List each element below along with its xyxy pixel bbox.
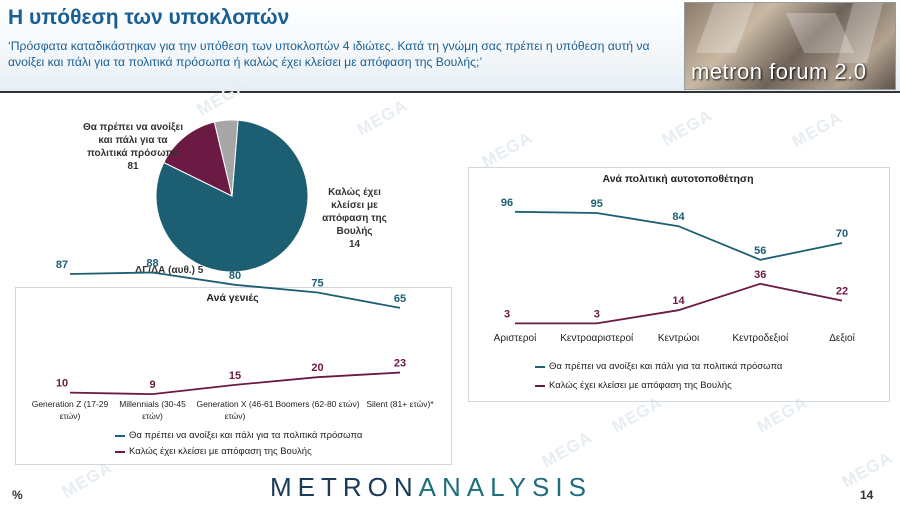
x-tick-label: Silent (81+ ετών)*	[366, 399, 434, 409]
legend-swatch-maroon	[115, 450, 125, 453]
metron-forum-logo: metron forum 2.0	[684, 2, 896, 90]
pie-label-dk-name: ΔΓ/ΔΑ (αυθ.)	[135, 265, 195, 276]
x-tick-label: Δεξιοί	[829, 333, 855, 344]
data-label: 80	[229, 270, 241, 282]
pie-label-dk-value: 5	[197, 265, 204, 276]
legend-swatch-maroon	[535, 384, 545, 387]
x-tick-label: Αριστεροί	[493, 333, 537, 344]
x-tick-label: Millennials (30-45 ετών)	[119, 399, 186, 421]
watermark: MEGA	[658, 105, 716, 150]
watermark: MEGA	[538, 427, 596, 472]
brand-part-b: ANALYSIS	[418, 472, 592, 502]
x-tick-label: Κεντροαριστεροί	[560, 333, 634, 344]
metron-analysis-brand: METRONANALYSIS	[270, 472, 592, 503]
pie-slice-dk	[213, 119, 239, 197]
watermark: MEGA	[353, 95, 411, 140]
political-chart-title: Ανά πολιτική αυτοτοποθέτηση	[468, 173, 888, 185]
x-tick-label: Κεντροδεξιοί	[732, 333, 789, 344]
page-number: 14	[860, 488, 874, 502]
pie-label-closed-name: Καλώς έχει κλείσει με απόφαση της Βουλής	[322, 187, 387, 237]
legend-label: Θα πρέπει να ανοίξει και πάλι για τα πολ…	[549, 361, 783, 372]
page-title: Η υπόθεση των υποκλοπών	[8, 6, 290, 29]
logo-text: metron forum 2.0	[691, 59, 867, 84]
survey-question: ‘Πρόσφατα καταδικάστηκαν για την υπόθεση…	[8, 39, 650, 69]
x-tick-label: Generation Z (17-29 ετών)	[31, 399, 109, 421]
generations-legend-item: Καλώς έχει κλείσει με απόφαση της Βουλής	[115, 446, 312, 457]
watermark: MEGA	[478, 127, 536, 172]
pie-label-closed: Καλώς έχει κλείσει με απόφαση της Βουλής…	[312, 186, 397, 251]
political-legend-item: Θα πρέπει να ανοίξει και πάλι για τα πολ…	[535, 361, 782, 372]
generations-chart-title: Ανά γενιές	[206, 292, 259, 304]
pie-label-reopen-name: Θα πρέπει να ανοίξει και πάλι για τα πολ…	[82, 122, 184, 159]
political-chart-panel	[468, 167, 890, 402]
pie-label-dk: ΔΓ/ΔΑ (αυθ.) 5	[135, 264, 215, 277]
pie-label-closed-value: 14	[348, 239, 361, 250]
generations-legend-item: Θα πρέπει να ανοίξει και πάλι για τα πολ…	[115, 430, 362, 441]
x-tick-label: Generation X (46-61 ετών)	[196, 399, 274, 421]
political-chart-title-text: Ανά πολιτική αυτοτοποθέτηση	[602, 173, 754, 185]
watermark: MEGA	[838, 447, 896, 492]
x-tick-label: Boomers (62-80 ετών)	[275, 399, 360, 409]
pie-label-reopen-value: 81	[127, 161, 139, 172]
brand-part-a: METRON	[270, 472, 419, 502]
legend-label: Καλώς έχει κλείσει με απόφαση της Βουλής	[129, 446, 312, 457]
legend-swatch-teal	[115, 434, 125, 437]
data-label: 87	[56, 259, 68, 271]
watermark: MEGA	[788, 107, 846, 152]
pie-label-reopen: Θα πρέπει να ανοίξει και πάλι για τα πολ…	[78, 121, 188, 173]
slide-header: Η υπόθεση των υποκλοπών ‘Πρόσφατα καταδι…	[0, 0, 900, 92]
legend-label: Θα πρέπει να ανοίξει και πάλι για τα πολ…	[129, 430, 363, 441]
political-legend-item: Καλώς έχει κλείσει με απόφαση της Βουλής	[535, 380, 732, 391]
legend-label: Καλώς έχει κλείσει με απόφαση της Βουλής	[549, 380, 732, 391]
legend-swatch-teal	[535, 365, 545, 368]
header-divider	[0, 91, 900, 93]
x-tick-label: Κεντρώοι	[657, 333, 700, 344]
unit-label: %	[12, 488, 23, 502]
